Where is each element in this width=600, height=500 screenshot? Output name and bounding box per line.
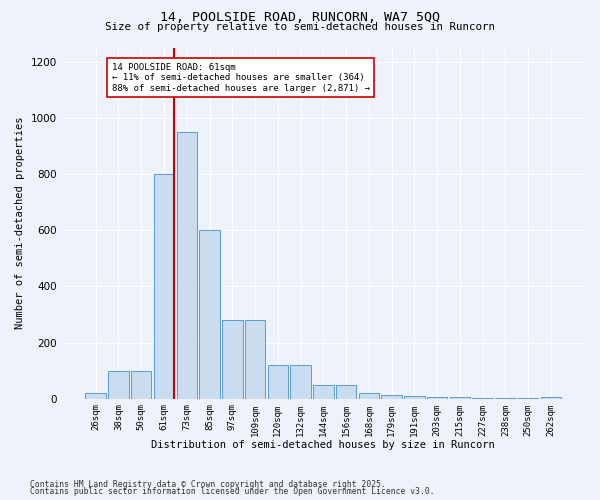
Bar xyxy=(108,370,129,398)
Bar xyxy=(245,320,265,398)
Bar xyxy=(359,393,379,398)
Y-axis label: Number of semi-detached properties: Number of semi-detached properties xyxy=(15,117,25,330)
X-axis label: Distribution of semi-detached houses by size in Runcorn: Distribution of semi-detached houses by … xyxy=(151,440,495,450)
Bar xyxy=(290,365,311,398)
Bar xyxy=(404,396,425,398)
Bar xyxy=(313,384,334,398)
Text: 14, POOLSIDE ROAD, RUNCORN, WA7 5QQ: 14, POOLSIDE ROAD, RUNCORN, WA7 5QQ xyxy=(160,11,440,24)
Text: Contains HM Land Registry data © Crown copyright and database right 2025.: Contains HM Land Registry data © Crown c… xyxy=(30,480,386,489)
Text: 14 POOLSIDE ROAD: 61sqm
← 11% of semi-detached houses are smaller (364)
88% of s: 14 POOLSIDE ROAD: 61sqm ← 11% of semi-de… xyxy=(112,63,370,93)
Text: Contains public sector information licensed under the Open Government Licence v3: Contains public sector information licen… xyxy=(30,487,434,496)
Bar xyxy=(154,174,174,398)
Bar xyxy=(199,230,220,398)
Bar xyxy=(222,320,242,398)
Text: Size of property relative to semi-detached houses in Runcorn: Size of property relative to semi-detach… xyxy=(105,22,495,32)
Bar xyxy=(382,394,402,398)
Bar xyxy=(336,384,356,398)
Bar xyxy=(176,132,197,398)
Bar xyxy=(85,393,106,398)
Bar xyxy=(268,365,288,398)
Bar xyxy=(131,370,151,398)
